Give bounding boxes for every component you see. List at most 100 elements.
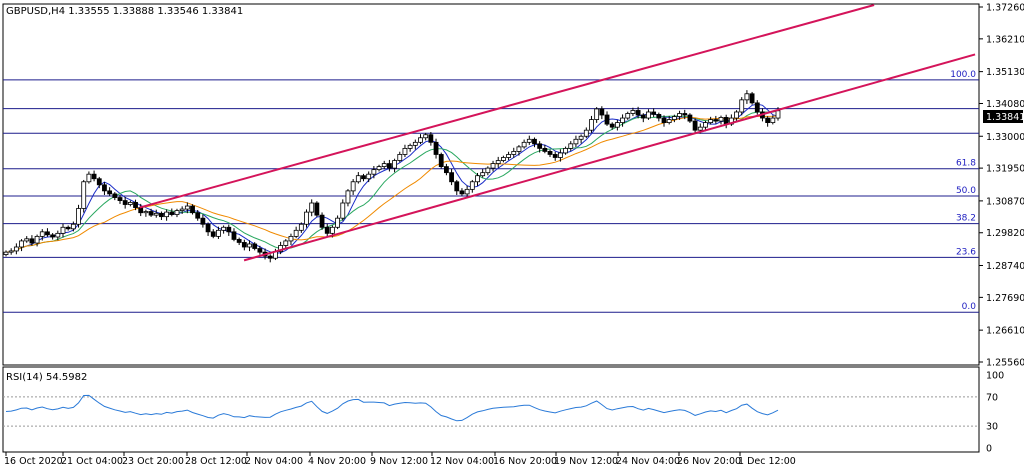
candle-body <box>293 229 299 237</box>
candle-body <box>718 117 724 122</box>
candle-body <box>423 134 429 139</box>
y-tick-label: 1.37260 <box>986 3 1024 14</box>
candle-body <box>39 231 45 237</box>
candle-body <box>371 169 377 175</box>
candle-body <box>241 242 247 248</box>
candle-body <box>190 205 195 214</box>
rsi-plot-frame <box>2 366 980 453</box>
candle-body <box>444 166 449 174</box>
candle-body <box>319 214 325 228</box>
x-tick-label: 4 Nov 20:00 <box>308 456 366 467</box>
candle-body <box>143 211 149 214</box>
candle-body <box>449 172 454 183</box>
channel-upper-line <box>139 4 875 209</box>
symbol-ohlc-label: GBPUSD,H4 1.33555 1.33888 1.33546 1.3384… <box>6 6 243 17</box>
candle-body <box>13 246 19 252</box>
candle-body <box>402 147 408 155</box>
candle-body <box>216 229 221 237</box>
candle-body <box>102 184 107 192</box>
y-tick-label: 1.36210 <box>986 34 1024 45</box>
candle-body <box>153 212 159 216</box>
candle-body <box>469 181 475 190</box>
candle-body <box>661 117 667 124</box>
candle-body <box>247 243 252 248</box>
y-tick-label: 1.34080 <box>986 99 1024 110</box>
candle-body <box>91 173 97 180</box>
candle-body <box>164 211 170 218</box>
current-price-badge: 1.33841 <box>983 110 1024 123</box>
candle-body <box>682 113 688 116</box>
candle-body <box>298 223 304 231</box>
candle-body <box>304 211 309 225</box>
candle-body <box>485 167 491 174</box>
fib-level-label: 38.2 <box>956 214 976 224</box>
candle-body <box>552 154 558 158</box>
candle-body <box>236 239 242 243</box>
x-tick-label: 19 Nov 12:00 <box>554 456 618 467</box>
candle-body <box>687 114 693 122</box>
fib-level-label: 100.0 <box>950 70 976 80</box>
candle-body <box>412 141 418 146</box>
candle-body <box>3 251 9 255</box>
candle-body <box>70 223 76 230</box>
y-tick-label: 1.30870 <box>986 196 1024 207</box>
candle-body <box>651 111 657 115</box>
moving-average-line <box>5 115 779 253</box>
rsi-level-label: 0 <box>986 444 992 455</box>
rsi-label: RSI(14) 54.5982 <box>6 372 87 383</box>
y-tick-label: 1.26610 <box>986 326 1024 337</box>
candle-body <box>506 154 511 158</box>
candle-body <box>656 114 662 119</box>
candle-body <box>184 205 190 210</box>
fib-level-label: 61.8 <box>956 159 976 169</box>
candle-body <box>397 154 403 161</box>
candle-body <box>418 137 423 143</box>
candle-body <box>148 211 154 216</box>
candle-body <box>335 217 340 228</box>
candle-body <box>81 181 87 209</box>
candle-body <box>159 212 164 218</box>
candle-body <box>226 226 232 233</box>
candle-body <box>195 212 201 219</box>
candle-body <box>573 138 579 145</box>
candle-body <box>200 217 206 225</box>
candle-body <box>392 160 397 169</box>
candle-body <box>330 226 335 234</box>
candle-body <box>578 135 584 140</box>
candle-body <box>475 175 480 183</box>
candle-body <box>407 144 413 149</box>
candle-body <box>728 117 734 125</box>
candle-body <box>459 190 465 195</box>
candle-body <box>697 126 703 131</box>
candle-body <box>537 143 543 149</box>
candle-body <box>361 175 366 180</box>
candle-body <box>594 108 600 120</box>
candle-body <box>677 113 682 117</box>
fib-level-label: 0.0 <box>962 302 977 312</box>
fib-level-label: 50.0 <box>956 186 976 196</box>
candle-body <box>350 181 356 192</box>
x-tick-label: 1 Dec 12:00 <box>738 456 796 467</box>
fib-level-label: 23.6 <box>956 247 976 257</box>
candle-body <box>45 231 50 236</box>
ohlc-values: 1.33555 1.33888 1.33546 1.33841 <box>68 6 243 17</box>
candle-body <box>625 113 631 119</box>
candle-body <box>532 138 537 145</box>
candle-body <box>340 202 346 219</box>
x-tick-label: 26 Nov 20:00 <box>677 456 741 467</box>
candle-body <box>438 154 444 167</box>
candle-body <box>267 255 273 259</box>
candle-body <box>703 122 708 128</box>
candle-body <box>428 134 434 143</box>
x-tick-label: 16 Oct 2020 <box>4 456 63 467</box>
candle-body <box>454 181 460 192</box>
y-tick-label: 1.27690 <box>986 293 1024 304</box>
candle-body <box>749 93 755 104</box>
x-tick-label: 21 Oct 04:00 <box>61 456 123 467</box>
candle-body <box>117 197 123 201</box>
candle-body <box>60 226 66 234</box>
channel-lower-line <box>243 53 976 262</box>
candle-body <box>635 110 641 116</box>
